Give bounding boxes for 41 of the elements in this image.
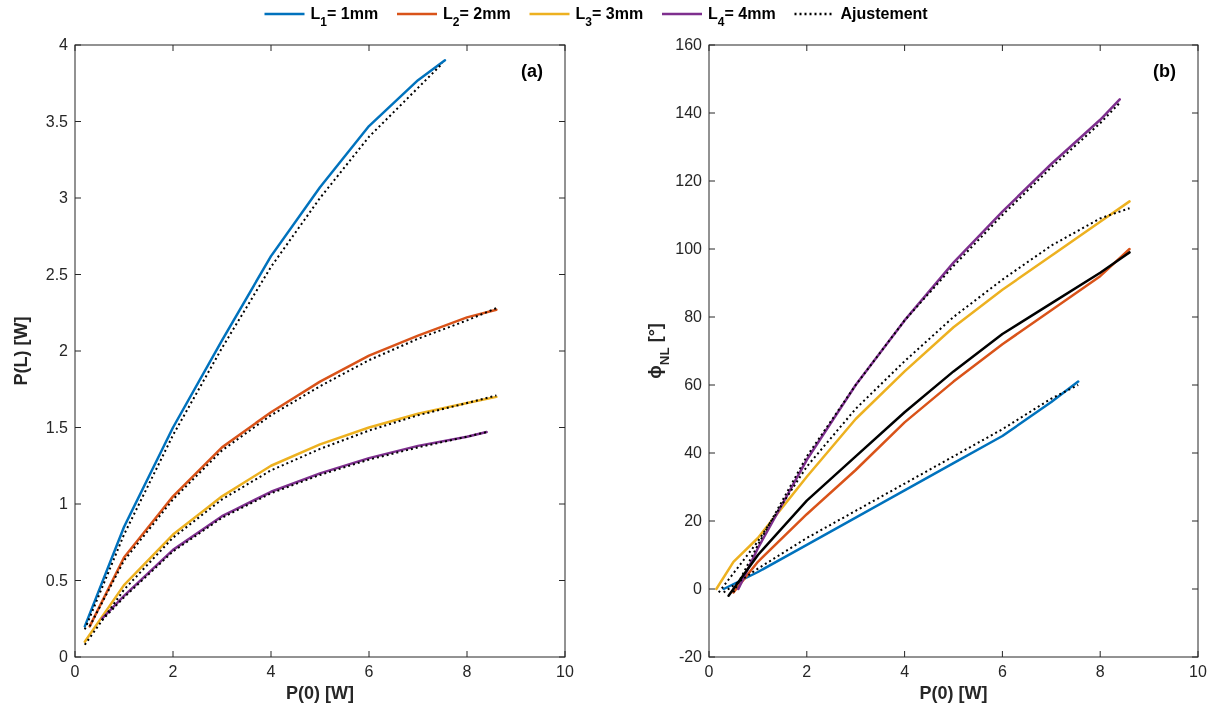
y-tick-label: 2.5: [45, 265, 69, 283]
y-tick-label: 160: [675, 36, 703, 53]
y-tick-label: 0: [693, 580, 703, 597]
legend-label: L$_{3}$= 3mm: [575, 5, 644, 29]
x-tick-label: 10: [1189, 663, 1207, 680]
x-tick-label: 8: [1095, 663, 1105, 680]
y-tick-label: 3.5: [45, 112, 69, 130]
y-tick-label: 3: [59, 189, 69, 206]
y-tick-label: 120: [675, 172, 703, 189]
legend-label: L$_{2}$= 2mm: [443, 5, 511, 29]
y-tick-label: 2: [59, 342, 69, 359]
x-tick-label: 4: [900, 663, 910, 680]
y-tick-label: 80: [684, 308, 703, 325]
y-tick-label: -20: [678, 648, 703, 665]
x-tick-label: 10: [556, 663, 574, 680]
legend-label: L$_{4}$= 4mm: [708, 5, 776, 29]
y-tick-label: 4: [59, 36, 69, 53]
y-tick-label: 140: [675, 104, 703, 121]
x-tick-label: 8: [462, 663, 472, 680]
x-tick-label: 6: [997, 663, 1007, 680]
legend-label: Ajustement: [840, 5, 929, 22]
y-tick-label: 0: [59, 648, 69, 665]
y-tick-label: 1.5: [45, 418, 69, 436]
y-tick-label: 1: [59, 495, 69, 512]
x-axis-title: P(0) [W]: [286, 683, 354, 703]
y-tick-label: 20: [684, 512, 703, 529]
x-tick-label: 4: [266, 663, 276, 680]
y-tick-label: 60: [684, 376, 703, 393]
x-tick-label: 0: [704, 663, 714, 680]
text: (b): [1153, 61, 1176, 81]
x-axis-title: P(0) [W]: [919, 683, 988, 703]
x-tick-label: 6: [364, 663, 374, 680]
y-tick-label: 40: [684, 444, 703, 461]
text: (a): [521, 61, 543, 81]
y-axis-title: P(L) [W]: [11, 316, 31, 386]
x-tick-label: 0: [70, 663, 80, 680]
y-tick-label: 0.5: [45, 571, 69, 589]
y-tick-label: 100: [675, 240, 703, 257]
x-tick-label: 2: [168, 663, 178, 680]
legend-label: L$_{1}$= 1mm: [310, 5, 379, 29]
x-tick-label: 2: [802, 663, 812, 680]
